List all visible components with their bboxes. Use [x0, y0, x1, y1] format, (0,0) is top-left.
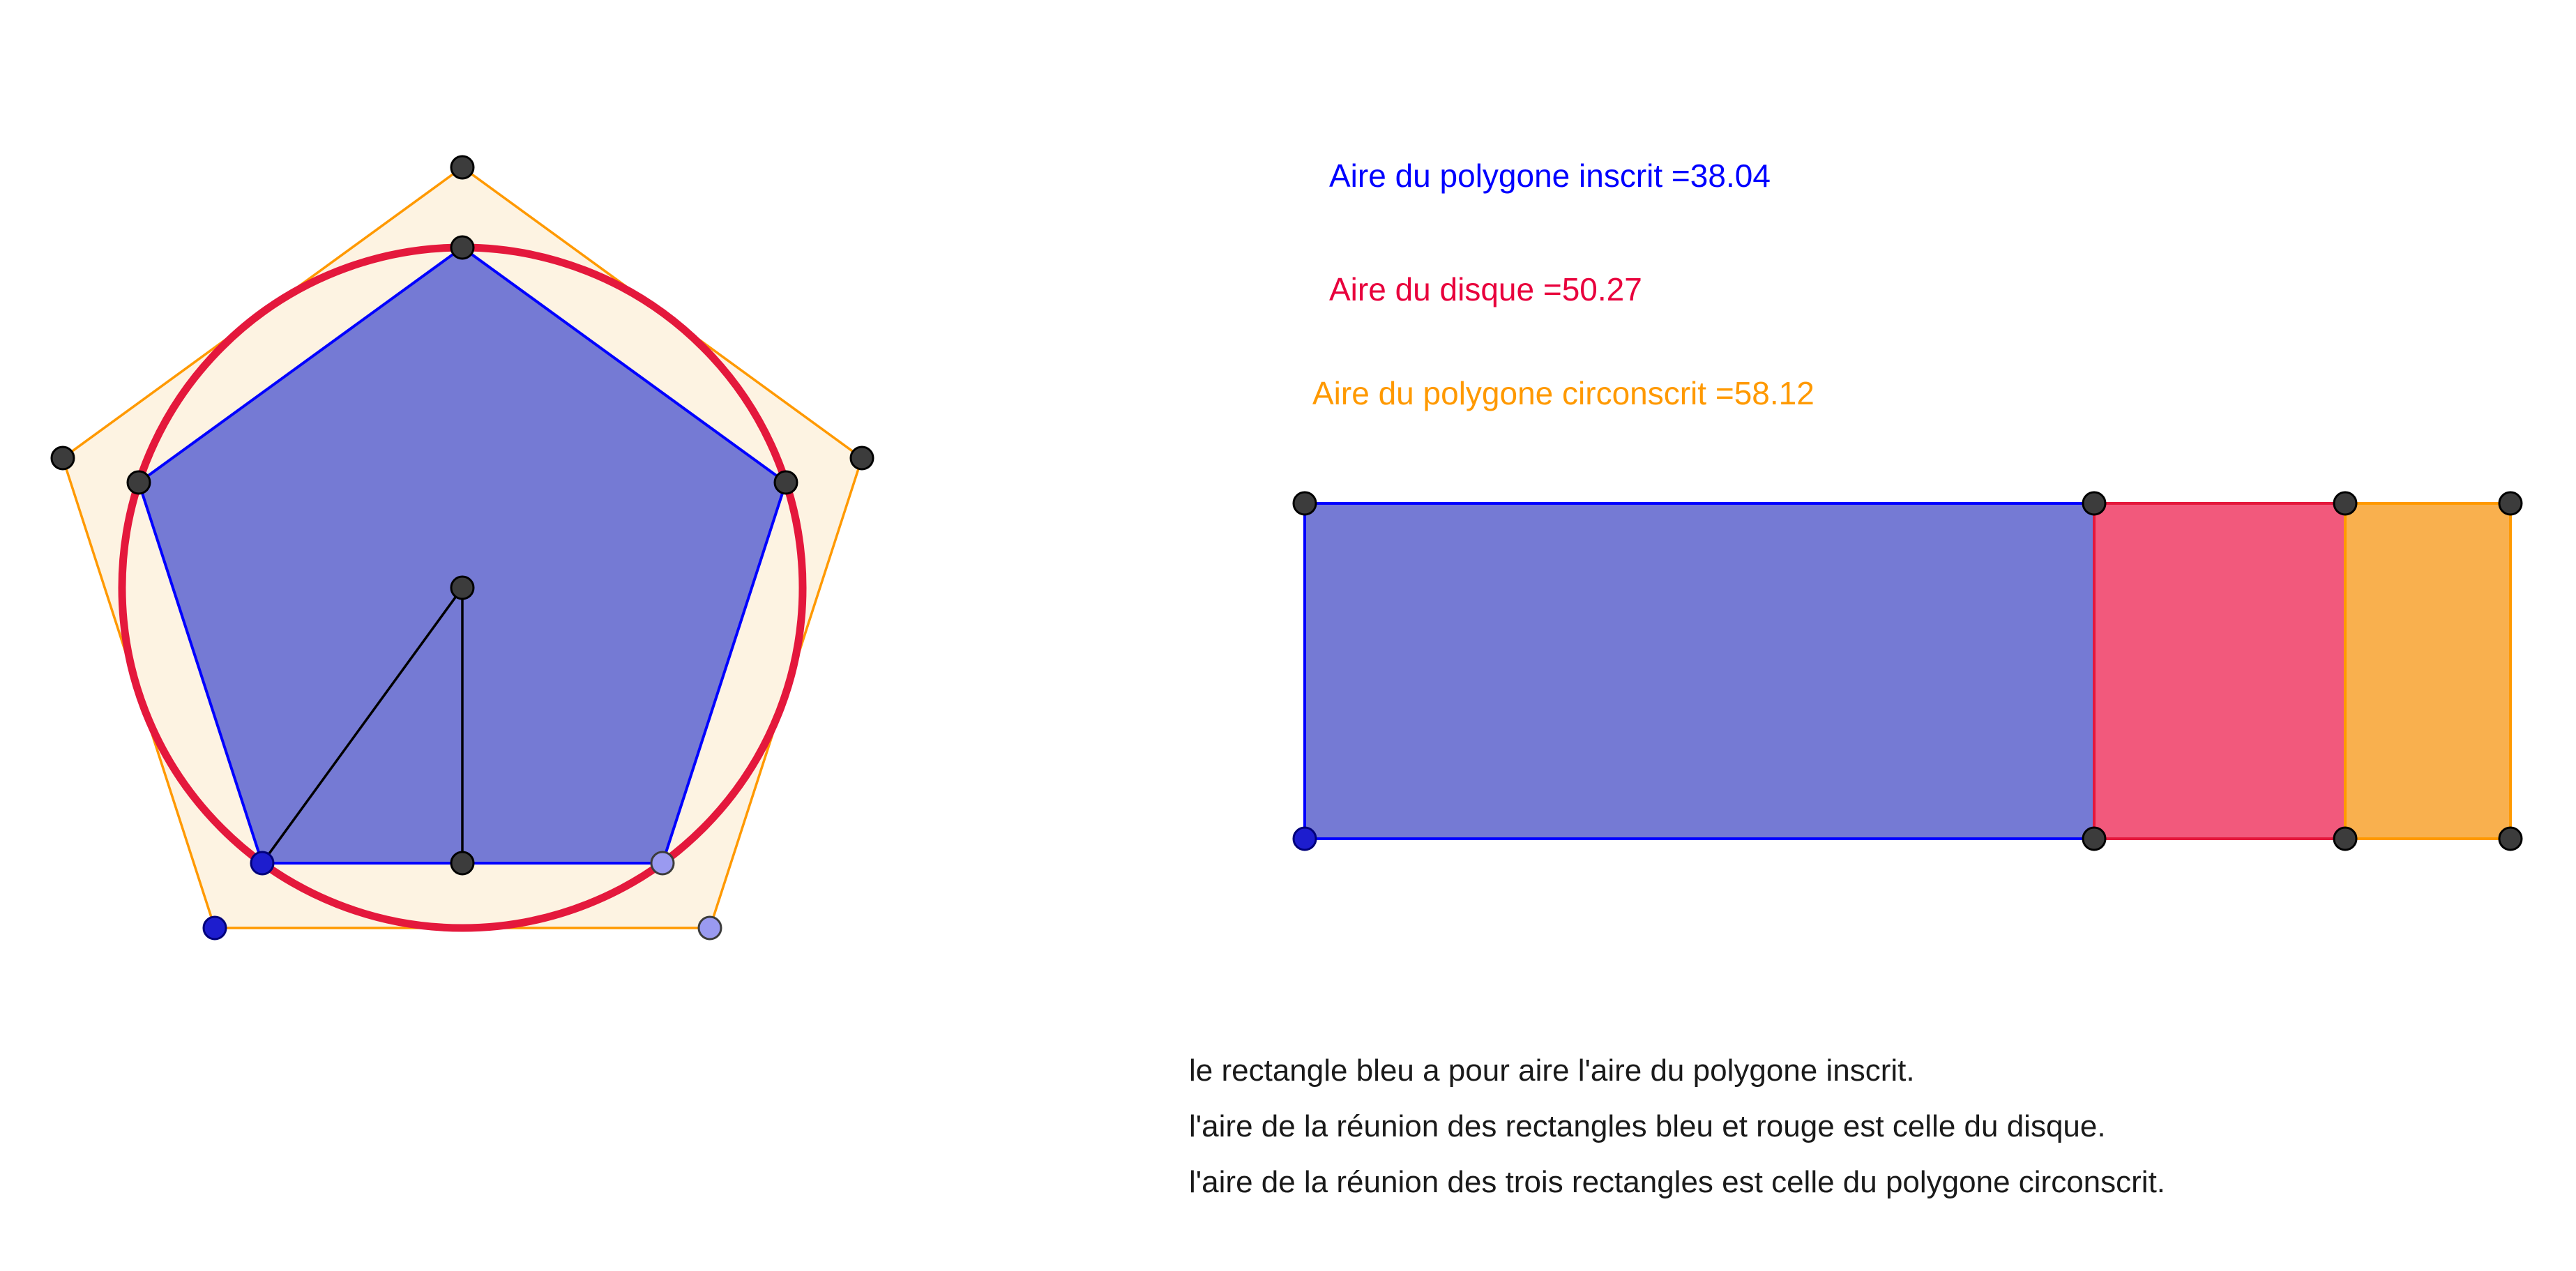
vertex-point: [773, 470, 798, 495]
corner-point: [2082, 491, 2107, 516]
caption-line-3: l'aire de la réunion des trois rectangle…: [1189, 1165, 2165, 1199]
corner-point: [1292, 491, 1317, 516]
area-labels: Aire du polygone inscrit =38.04 Aire du …: [1312, 158, 1814, 411]
circumscribed-area-label: Aire du polygone circonscrit =58.12: [1312, 375, 1814, 411]
corner-point: [2333, 491, 2358, 516]
midpoint-point: [450, 851, 475, 876]
center-point: [450, 575, 475, 600]
inscribed-area-label: Aire du polygone inscrit =38.04: [1329, 158, 1771, 194]
corner-point: [2082, 826, 2107, 851]
red-rectangle: [2093, 502, 2347, 840]
radius-segment: [261, 586, 464, 865]
corner-point: [2333, 826, 2358, 851]
blue-rectangle: [1303, 502, 2096, 840]
disk-area-label: Aire du disque =50.27: [1329, 271, 1642, 307]
corner-point: [2498, 826, 2523, 851]
corner-point: [2498, 491, 2523, 516]
blue-control-point[interactable]: [250, 851, 275, 876]
violet-control-point[interactable]: [697, 915, 722, 941]
rectangle-figure: [1292, 491, 2523, 851]
pentagon-figure: [50, 155, 874, 941]
orange-rectangle: [2344, 502, 2512, 840]
caption-line-1: le rectangle bleu a pour aire l'aire du …: [1189, 1053, 1915, 1088]
vertex-point: [450, 235, 475, 260]
blue-corner-point[interactable]: [1292, 826, 1317, 851]
vertex-point: [126, 470, 151, 495]
blue-control-point[interactable]: [202, 915, 227, 941]
caption: le rectangle bleu a pour aire l'aire du …: [1189, 1053, 2165, 1199]
vertex-point: [849, 446, 874, 471]
caption-line-2: l'aire de la réunion des rectangles bleu…: [1189, 1109, 2106, 1143]
violet-control-point[interactable]: [650, 851, 675, 876]
vertex-point: [50, 446, 75, 471]
vertex-point: [450, 155, 475, 180]
